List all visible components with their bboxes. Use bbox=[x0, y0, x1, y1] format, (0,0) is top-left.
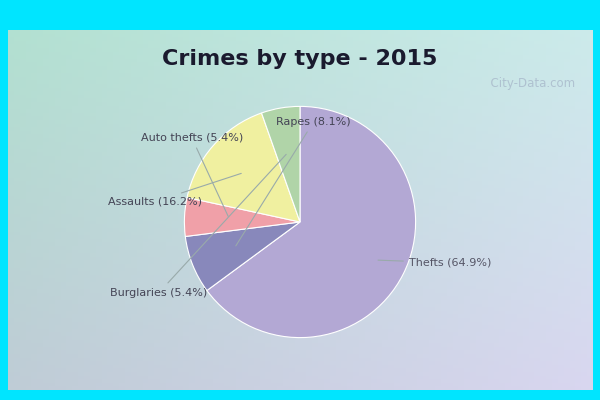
Text: Burglaries (5.4%): Burglaries (5.4%) bbox=[110, 154, 286, 298]
Text: Rapes (8.1%): Rapes (8.1%) bbox=[236, 117, 351, 246]
Text: Auto thefts (5.4%): Auto thefts (5.4%) bbox=[140, 133, 243, 216]
Text: Assaults (16.2%): Assaults (16.2%) bbox=[108, 173, 241, 206]
Text: City-Data.com: City-Data.com bbox=[482, 77, 575, 90]
Wedge shape bbox=[184, 198, 300, 236]
Text: Crimes by type - 2015: Crimes by type - 2015 bbox=[163, 49, 437, 69]
Wedge shape bbox=[187, 113, 300, 222]
Wedge shape bbox=[207, 106, 416, 338]
Text: Thefts (64.9%): Thefts (64.9%) bbox=[378, 258, 491, 268]
Wedge shape bbox=[185, 222, 300, 290]
Wedge shape bbox=[262, 106, 300, 222]
